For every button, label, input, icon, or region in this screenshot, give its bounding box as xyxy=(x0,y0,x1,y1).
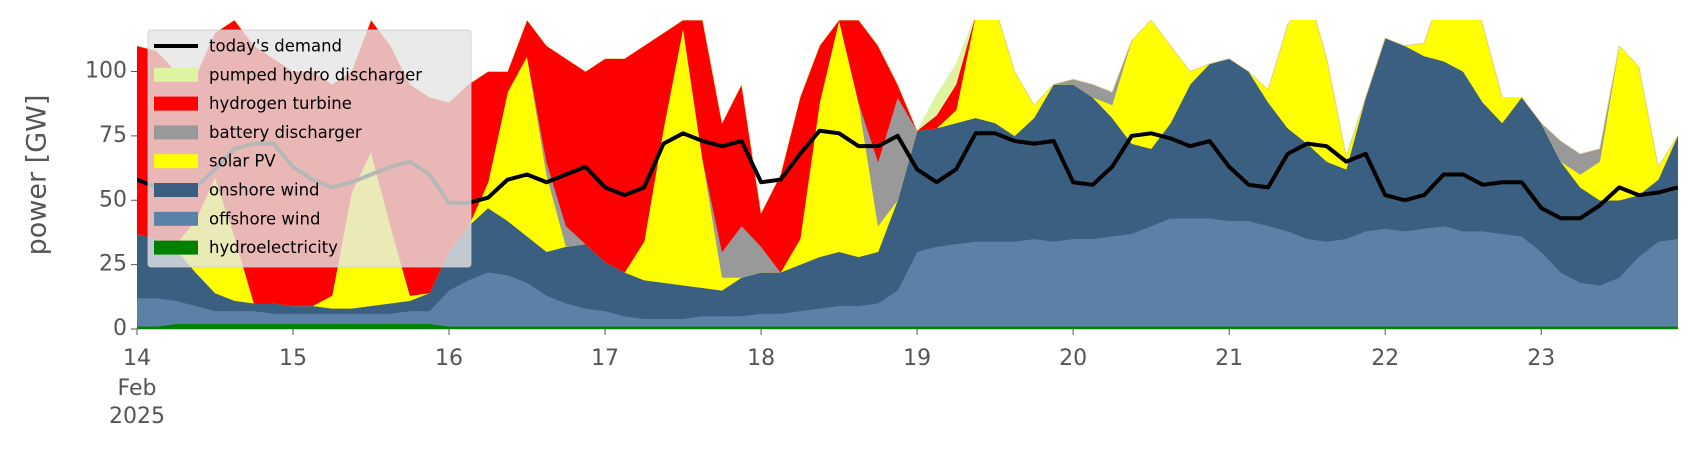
legend-swatch xyxy=(154,67,198,82)
legend-label: pumped hydro discharger xyxy=(209,65,422,84)
legend-swatch xyxy=(154,183,198,197)
x-tick-label: 22 xyxy=(1371,346,1399,371)
x-tick-label: 16 xyxy=(435,346,463,371)
plot-area xyxy=(137,20,1679,330)
x-tick-label: 15 xyxy=(279,346,307,371)
y-tick-label: 50 xyxy=(99,187,127,212)
legend-swatch xyxy=(154,240,198,255)
x-tick-sublabel: 2025 xyxy=(109,404,165,429)
x-tick-label: 23 xyxy=(1527,346,1555,371)
legend-swatch xyxy=(154,125,198,140)
legend-swatch xyxy=(154,211,198,226)
legend-label: today's demand xyxy=(209,37,342,56)
x-tick-label: 21 xyxy=(1215,346,1243,371)
y-tick-label: 0 xyxy=(113,316,127,341)
x-tick-label: 19 xyxy=(903,346,931,371)
y-tick-label: 75 xyxy=(99,123,127,148)
x-tick-label: 17 xyxy=(591,346,619,371)
y-tick-label: 100 xyxy=(85,59,127,84)
legend-label: solar PV xyxy=(209,152,276,171)
legend-label: hydrogen turbine xyxy=(209,94,352,113)
legend-label: hydroelectricity xyxy=(209,238,338,257)
legend-box xyxy=(147,29,472,268)
legend-swatch xyxy=(154,154,198,169)
legend-label: offshore wind xyxy=(209,209,320,228)
x-tick-label: 14 xyxy=(123,346,151,371)
legend-label: onshore wind xyxy=(209,181,320,200)
y-axis-label: power [GW] xyxy=(22,95,53,256)
x-tick-label: 20 xyxy=(1059,346,1087,371)
legend-swatch xyxy=(154,96,198,111)
legend-label: battery discharger xyxy=(209,123,362,142)
x-tick-label: 18 xyxy=(747,346,775,371)
x-tick-sublabel: Feb xyxy=(118,376,157,401)
y-tick-label: 25 xyxy=(99,252,127,277)
